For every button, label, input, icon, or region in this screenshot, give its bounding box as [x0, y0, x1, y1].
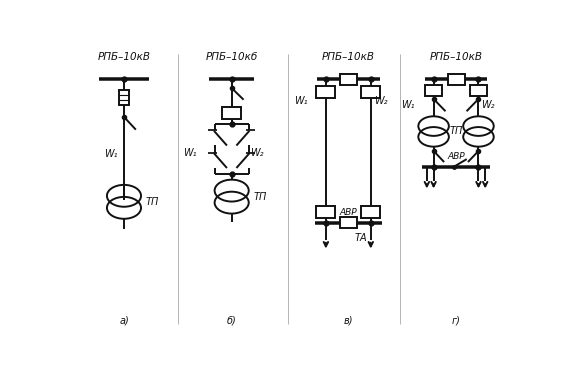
Text: а): а): [119, 316, 129, 326]
Text: ТП: ТП: [449, 126, 463, 137]
Bar: [119, 89, 129, 105]
Bar: [470, 85, 487, 96]
Bar: [448, 74, 464, 85]
Text: W₁: W₁: [401, 100, 415, 110]
Text: в): в): [343, 316, 353, 326]
Text: ТП: ТП: [145, 197, 159, 207]
Text: АВР: АВР: [447, 152, 465, 161]
Bar: [340, 74, 357, 85]
Bar: [317, 86, 335, 98]
Bar: [361, 86, 380, 98]
Text: РПБ–10кб: РПБ–10кб: [206, 52, 258, 62]
Text: АВР: АВР: [339, 208, 357, 217]
Text: W₁: W₁: [295, 96, 308, 107]
Text: W₂: W₂: [481, 100, 494, 110]
Text: РПБ–10кВ: РПБ–10кВ: [430, 52, 482, 62]
Bar: [317, 206, 335, 218]
Text: W₁: W₁: [104, 149, 118, 159]
Bar: [361, 206, 380, 218]
Text: б): б): [227, 316, 237, 326]
Text: W₂: W₂: [375, 96, 388, 107]
Bar: [340, 217, 357, 228]
Text: г): г): [452, 316, 460, 326]
Text: ТА: ТА: [355, 233, 368, 243]
Bar: [425, 85, 442, 96]
Text: W₂: W₂: [251, 148, 264, 158]
Text: РПБ–10кВ: РПБ–10кВ: [322, 52, 375, 62]
Text: РПБ–10кВ: РПБ–10кВ: [97, 52, 151, 62]
Text: ТП: ТП: [253, 191, 266, 202]
Bar: [222, 107, 241, 119]
Text: W₁: W₁: [183, 148, 197, 158]
